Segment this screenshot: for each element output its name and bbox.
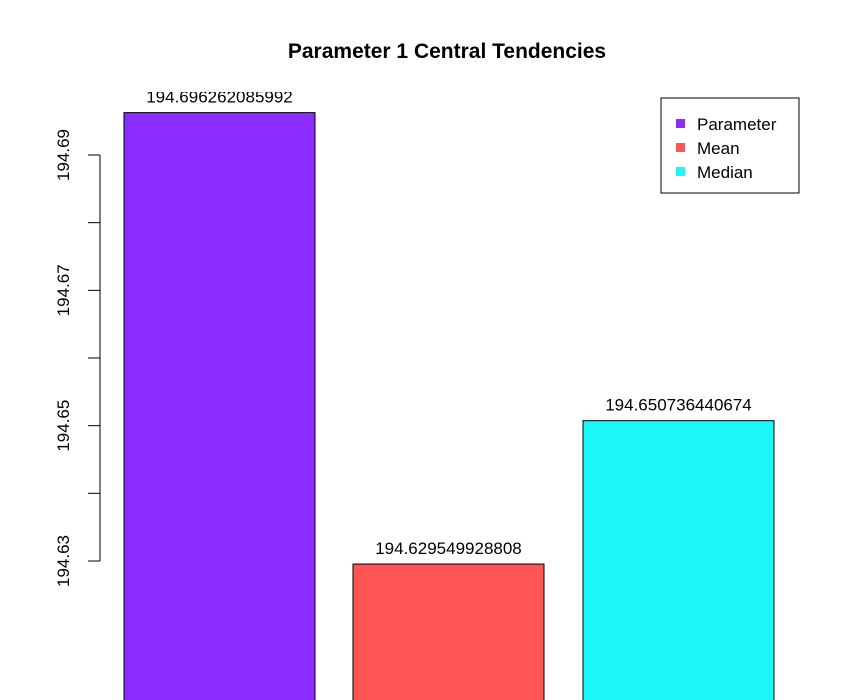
legend-swatch-median [676, 167, 685, 176]
legend-swatch-mean [676, 143, 685, 152]
legend-label-mean: Mean [697, 139, 740, 158]
bars [123, 112, 775, 700]
chart-title: Parameter 1 Central Tendencies [288, 40, 606, 63]
bar-labels: 194.696262085992 194.629549928808 194.6507… [146, 88, 752, 558]
y-tick-label: 194.67 [54, 264, 73, 316]
bar-value-label: 194.629549928808 [375, 539, 522, 558]
bar-parameter [123, 112, 316, 700]
legend-label-median: Median [697, 163, 753, 182]
bar-mean [352, 563, 545, 700]
bar-value-label: 194.650736440674 [605, 396, 752, 415]
y-axis: 194.63 194.65 194.67 194.69 [54, 129, 101, 587]
y-tick-label: 194.63 [54, 535, 73, 587]
y-tick-label: 194.69 [54, 129, 73, 181]
y-tick-label: 194.65 [54, 400, 73, 452]
bar-median [582, 420, 775, 700]
legend: Parameter Mean Median [660, 97, 800, 194]
bar-value-label: 194.696262085992 [146, 88, 293, 107]
legend-label-parameter: Parameter [697, 115, 777, 134]
legend-swatch-parameter [676, 119, 685, 128]
